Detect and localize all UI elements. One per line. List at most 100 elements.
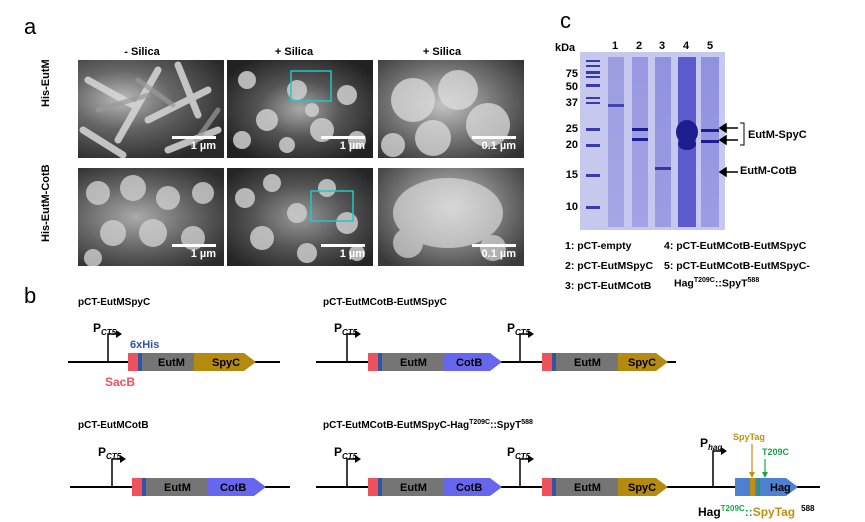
his-tag-block <box>552 478 556 496</box>
t209c-site <box>757 478 760 496</box>
marker-10: 10 <box>565 201 578 213</box>
promoter-arrow <box>519 458 532 487</box>
spyc-label: SpyC <box>628 357 656 369</box>
lane-3: 3 <box>659 40 666 52</box>
marker-75: 75 <box>565 68 578 80</box>
row-label-his-eutm-cotb: His-EutM-CotB <box>40 164 52 242</box>
gel-arrows <box>718 122 745 178</box>
hag-label: Hag <box>770 482 791 494</box>
hag-fusion-label: HagT209C::SpyTag 588 <box>698 504 815 519</box>
sacb-block <box>128 353 138 371</box>
eutm-block <box>382 478 444 496</box>
eutm-block <box>382 353 444 371</box>
label-eutm-cotb: EutM-CotB <box>740 165 797 177</box>
eutm-label: EutM <box>158 357 185 369</box>
eutm-label: EutM <box>400 482 427 494</box>
promoter-arrow <box>107 333 120 362</box>
zoom-box <box>310 190 354 222</box>
panel-label-a: a <box>24 14 37 39</box>
promoter-label: PCT5 <box>334 445 358 461</box>
spyc-label: SpyC <box>628 482 656 494</box>
label-eutm-spyc: EutM-SpyC <box>748 129 807 141</box>
sem-image-cotb-silica: 1 µm <box>227 168 373 266</box>
sacb-block <box>132 478 142 496</box>
sem-image-eutm-silica-zoom: 0.1 µm <box>378 60 524 158</box>
spytag-label: SpyTag <box>733 432 765 442</box>
his-tag-block <box>552 353 556 371</box>
sacb-block <box>542 478 552 496</box>
cotb-block <box>444 478 502 496</box>
spyc-block <box>618 353 668 371</box>
col-label-no-silica: - Silica <box>124 46 160 58</box>
cotb-label: CotB <box>456 357 482 369</box>
his-tag-block <box>138 353 142 371</box>
lane-5: 5 <box>707 40 714 52</box>
promoter-label: PCT5 <box>98 445 122 461</box>
construct-title-3: pCT-EutMCotB <box>78 420 149 431</box>
lane-4: 4 <box>683 40 690 52</box>
marker-25: 25 <box>565 123 578 135</box>
eutm-label: EutM <box>574 482 601 494</box>
sds-page-gel <box>580 52 725 230</box>
cotb-label: CotB <box>456 482 482 494</box>
his-tag-block <box>378 478 382 496</box>
sem-image-cotb-no-silica: 1 µm <box>78 168 224 266</box>
hag-promoter-label: Phag <box>700 436 722 452</box>
col-label-silica-2: + Silica <box>422 46 462 58</box>
marker-37: 37 <box>565 97 578 109</box>
marker-50: 50 <box>565 81 578 93</box>
sacb-block <box>368 353 378 371</box>
sem-texture <box>79 61 222 158</box>
promoter-label: PCT5 <box>334 321 358 337</box>
legend-5: 5: pCT-EutMCotB-EutMSpyC- <box>664 260 810 272</box>
gel-unit-label: kDa <box>555 42 576 54</box>
t209c-label: T209C <box>762 447 790 457</box>
gel-legend-right: 4: pCT-EutMCotB-EutMSpyC 5: pCT-EutMCotB… <box>664 236 810 289</box>
lane-1: 1 <box>612 40 619 52</box>
sem-texture <box>381 70 510 157</box>
spyc-label: SpyC <box>212 357 240 369</box>
eutm-block <box>556 353 618 371</box>
legend-4: 4: pCT-EutMCotB-EutMSpyC <box>664 240 807 252</box>
promoter-arrow <box>111 458 124 487</box>
sem-image-cotb-silica-zoom: 0.1 µm <box>378 168 524 266</box>
scale-bar: 1 µm <box>172 136 216 152</box>
sem-texture <box>235 174 365 263</box>
cotb-block <box>208 478 266 496</box>
sem-texture <box>233 70 366 153</box>
spytag-insert <box>750 478 755 496</box>
panel-label-b: b <box>24 283 37 308</box>
scale-bar: 0.1 µm <box>472 244 516 260</box>
promoter-arrow <box>346 333 359 362</box>
promoter-label: PCT5 <box>507 321 531 337</box>
promoter-arrow <box>712 450 725 487</box>
row-label-his-eutm: His-EutM <box>40 59 52 107</box>
his-tag-label: 6xHis <box>130 339 159 351</box>
eutm-block <box>146 478 208 496</box>
eutm-label: EutM <box>400 357 427 369</box>
gel-legend-left: 1: pCT-empty 2: pCT-EutMSpyC 3: pCT-EutM… <box>565 236 653 296</box>
eutm-block <box>142 353 194 371</box>
cotb-label: CotB <box>220 482 246 494</box>
his-tag-block <box>142 478 146 496</box>
scale-bar: 0.1 µm <box>472 136 516 152</box>
construct-diagrams: pCT-EutMSpyC PCT5 EutM SpyC 6xHis SacB p… <box>68 297 820 519</box>
scale-bar: 1 µm <box>172 244 216 260</box>
scale-bar: 1 µm <box>321 244 365 260</box>
promoter-arrow <box>519 333 532 362</box>
sem-image-eutm-no-silica: 1 µm <box>78 60 224 158</box>
construct-title-1: pCT-EutMSpyC <box>78 297 150 308</box>
marker-20: 20 <box>565 139 578 151</box>
gel-lane-2 <box>632 57 648 227</box>
lane-2: 2 <box>636 40 643 52</box>
sacb-block <box>542 353 552 371</box>
gel-bands <box>608 104 719 170</box>
gel-lane-1 <box>608 57 624 227</box>
his-tag-block <box>378 353 382 371</box>
marker-15: 15 <box>565 169 578 181</box>
promoter-label: PCT5 <box>507 445 531 461</box>
zoom-box <box>290 70 332 102</box>
spyc-block <box>618 478 668 496</box>
legend-2: 2: pCT-EutMSpyC <box>565 260 654 272</box>
gel-lane-3 <box>655 57 671 227</box>
